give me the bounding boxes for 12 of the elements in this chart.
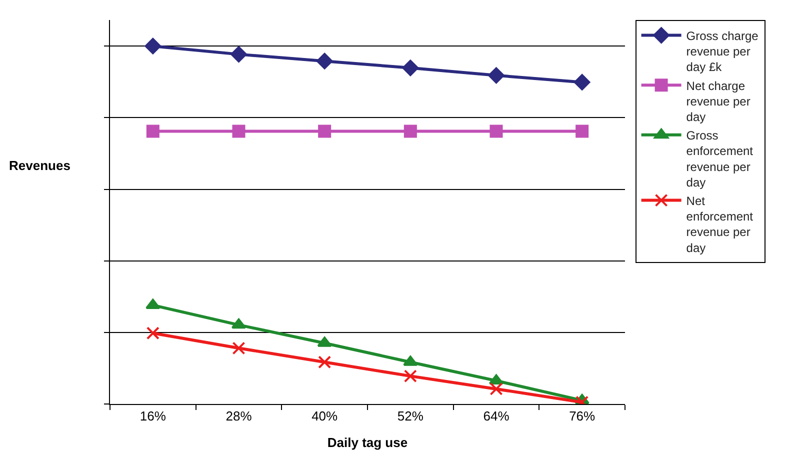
- x-tick-label: 16%: [140, 408, 166, 424]
- legend-label: Gross charge revenue per day £k: [686, 28, 759, 74]
- x-tick-label: 76%: [569, 408, 596, 424]
- legend-label: Net enforcement revenue per day: [686, 194, 754, 255]
- legend-label: Gross enforcement revenue per day: [686, 128, 754, 190]
- x-tick-label: 28%: [226, 408, 252, 424]
- x-tick-label: 64%: [483, 408, 510, 424]
- x-axis-title: Daily tag use: [327, 435, 408, 450]
- x-tick-label: 52%: [397, 408, 424, 424]
- x-tick-label: 40%: [312, 408, 338, 424]
- y-axis-title: Revenues: [9, 158, 70, 173]
- legend-label: Net charge revenue per day: [686, 78, 750, 124]
